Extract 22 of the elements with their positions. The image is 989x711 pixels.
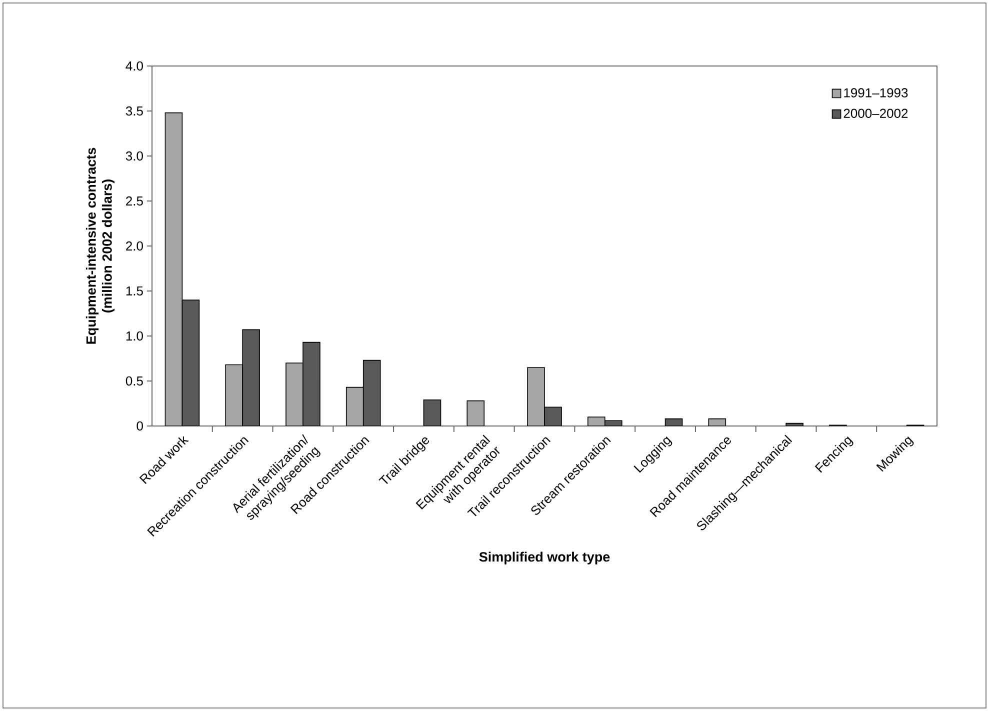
- bar: [786, 422, 804, 426]
- y-tick-label: 2.0: [126, 241, 143, 251]
- legend-label: 2000–2002: [844, 108, 908, 118]
- bar: [286, 362, 304, 426]
- bar: [466, 400, 485, 426]
- bar: [664, 418, 683, 426]
- y-tick-label: 3.5: [126, 106, 143, 116]
- y-tick-label: 0.5: [126, 376, 143, 386]
- bar: [225, 364, 243, 426]
- y-tick-label: 1.0: [126, 331, 143, 341]
- legend-label: 1991–1993: [844, 88, 908, 98]
- y-tick-label: 1.5: [126, 286, 143, 296]
- bar: [346, 386, 364, 426]
- y-tick-label: 2.5: [126, 196, 143, 206]
- bar: [423, 399, 442, 426]
- y-axis-title: Equipment-intensive contracts (million 2002 dollars): [86, 148, 115, 344]
- y-tick-label: 3.0: [126, 151, 143, 161]
- y-tick-label: 4.0: [126, 61, 143, 71]
- x-axis-title: Simplified work type: [479, 552, 610, 564]
- y-tick-label: 0: [136, 421, 143, 431]
- bar: [164, 112, 183, 426]
- bar: [527, 367, 545, 426]
